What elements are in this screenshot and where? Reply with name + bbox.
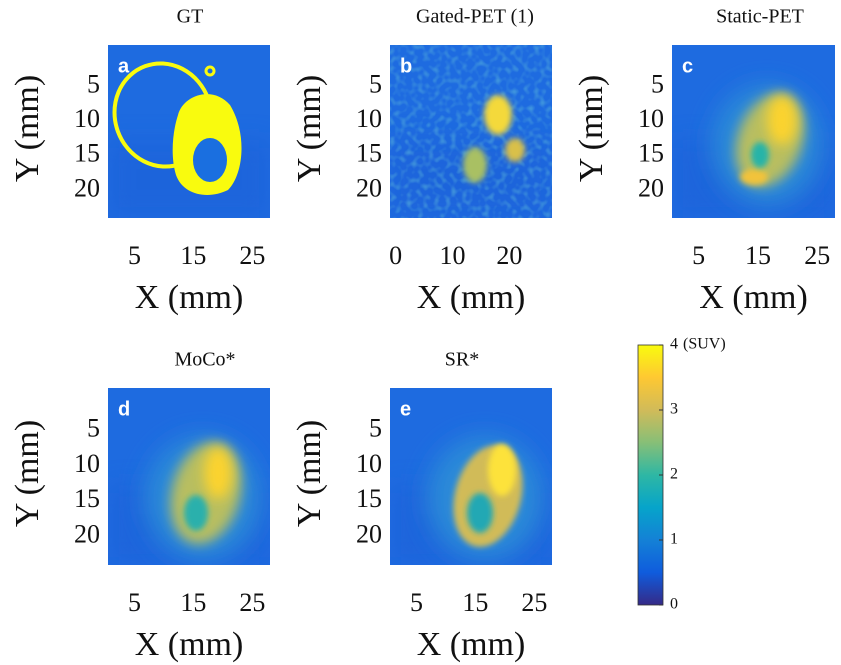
- x-tick-label: 15: [180, 241, 206, 270]
- panel-title: Gated-PET (1): [416, 6, 534, 28]
- x-tick-label: 15: [462, 588, 488, 617]
- x-tick-label: 15: [180, 588, 206, 617]
- hot2: [740, 169, 768, 185]
- y-tick-label: 20: [74, 173, 100, 202]
- panel-letter: e: [400, 398, 411, 420]
- y-tick-label: 15: [74, 139, 100, 168]
- panel-letter: a: [118, 55, 130, 77]
- noise: [390, 45, 552, 218]
- y-tick-label: 20: [74, 520, 100, 549]
- cavity: [184, 495, 208, 531]
- hot: [484, 95, 512, 135]
- colorbar-tick-label: 0: [670, 596, 678, 613]
- colorbar-tick-label: 1: [670, 531, 678, 548]
- colorbar-tick-label: 2: [670, 466, 678, 483]
- panel-title: MoCo*: [174, 349, 235, 371]
- x-tick-label: 5: [410, 588, 423, 617]
- x-tick-label: 25: [804, 241, 830, 270]
- cavity: [193, 138, 227, 182]
- x-axis-label: X (mm): [135, 279, 244, 316]
- x-tick-label: 5: [128, 241, 141, 270]
- x-tick-label: 15: [745, 241, 771, 270]
- panel-title: Static-PET: [716, 6, 804, 28]
- y-tick-label: 5: [87, 69, 100, 98]
- panel-letter: c: [682, 55, 693, 77]
- image: [390, 388, 552, 565]
- y-tick-label: 15: [638, 139, 664, 168]
- image: [390, 45, 552, 218]
- y-tick-label: 5: [87, 413, 100, 442]
- x-tick-label: 20: [496, 241, 522, 270]
- x-tick-label: 0: [389, 241, 402, 270]
- y-tick-label: 10: [638, 104, 664, 133]
- x-tick-label: 5: [128, 588, 141, 617]
- hot2: [505, 138, 525, 162]
- hot: [767, 95, 797, 145]
- y-axis-label: Y (mm): [9, 75, 46, 182]
- y-axis-label: Y (mm): [291, 75, 328, 182]
- y-tick-label: 5: [651, 69, 664, 98]
- y-tick-label: 5: [369, 413, 382, 442]
- panel-letter: d: [118, 398, 130, 420]
- x-axis-label: X (mm): [417, 279, 526, 316]
- y-tick-label: 20: [638, 173, 664, 202]
- x-axis-label: X (mm): [135, 626, 244, 663]
- y-axis-label: Y (mm): [573, 75, 610, 182]
- y-axis-label: Y (mm): [291, 420, 328, 527]
- panel-letter: b: [400, 55, 412, 77]
- y-tick-label: 15: [356, 484, 382, 513]
- x-tick-label: 25: [239, 588, 265, 617]
- y-tick-label: 20: [356, 173, 382, 202]
- hot3: [463, 147, 487, 183]
- y-tick-label: 20: [356, 520, 382, 549]
- x-tick-label: 25: [521, 588, 547, 617]
- x-tick-label: 25: [239, 241, 265, 270]
- x-tick-label: 5: [692, 241, 705, 270]
- y-tick-label: 10: [356, 104, 382, 133]
- colorbar-tick-label: 3: [670, 401, 678, 418]
- y-tick-label: 10: [356, 449, 382, 478]
- hot: [488, 444, 516, 496]
- x-tick-label: 10: [440, 241, 466, 270]
- y-tick-label: 10: [74, 104, 100, 133]
- y-axis-label: Y (mm): [9, 420, 46, 527]
- y-tick-label: 10: [74, 449, 100, 478]
- y-tick-label: 5: [369, 69, 382, 98]
- y-tick-label: 15: [356, 139, 382, 168]
- image: [108, 45, 270, 218]
- cavity: [751, 142, 769, 168]
- panel-title: GT: [177, 6, 204, 28]
- dot: [204, 65, 216, 77]
- colorbar-unit: (SUV): [683, 336, 726, 353]
- x-axis-label: X (mm): [417, 626, 526, 663]
- hot: [204, 447, 232, 499]
- x-axis-label: X (mm): [699, 279, 808, 316]
- image: [108, 388, 270, 565]
- panel-title: SR*: [445, 349, 479, 371]
- y-tick-label: 15: [74, 484, 100, 513]
- cavity: [467, 493, 493, 533]
- colorbar-tick-label: 4: [670, 336, 678, 353]
- image: [672, 45, 835, 218]
